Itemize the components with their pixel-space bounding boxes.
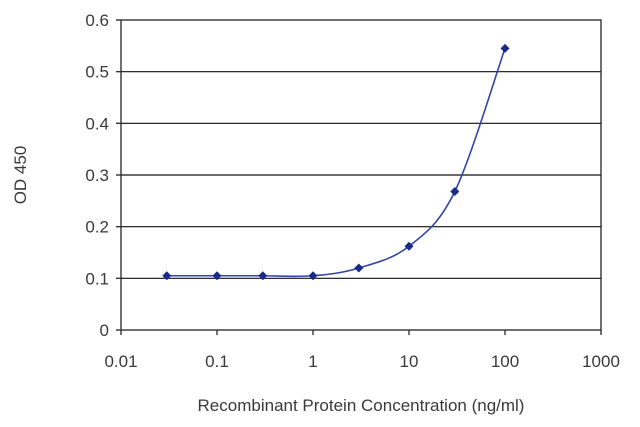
fit-curve xyxy=(166,48,506,278)
data-point xyxy=(162,271,172,281)
x-tick-label: 10 xyxy=(400,352,419,371)
x-axis-label: Recombinant Protein Concentration (ng/ml… xyxy=(198,396,525,415)
x-axis-ticks: 0.01 0.1 1 10 100 1000 xyxy=(104,330,620,371)
x-tick-label: 0.1 xyxy=(205,352,229,371)
x-tick-label: 1 xyxy=(308,352,317,371)
data-point xyxy=(450,187,460,197)
data-points xyxy=(162,43,510,281)
data-point xyxy=(212,271,222,281)
data-point xyxy=(354,263,364,273)
y-tick-label: 0.6 xyxy=(85,11,109,30)
x-tick-label: 0.01 xyxy=(104,352,137,371)
y-axis-ticks: 0 0.1 0.2 0.3 0.4 0.5 0.6 xyxy=(85,11,121,340)
data-point xyxy=(258,271,268,281)
x-tick-label: 100 xyxy=(491,352,519,371)
y-tick-label: 0.4 xyxy=(85,114,109,133)
y-tick-label: 0.3 xyxy=(85,166,109,185)
data-point xyxy=(500,43,510,53)
data-point xyxy=(308,271,318,281)
y-tick-label: 0.2 xyxy=(85,218,109,237)
data-point xyxy=(404,241,414,251)
gridlines xyxy=(121,71,601,279)
x-tick-label: 1000 xyxy=(582,352,620,371)
y-tick-label: 0.5 xyxy=(85,63,109,82)
y-tick-label: 0.1 xyxy=(85,269,109,288)
y-axis-label: OD 450 xyxy=(11,146,30,205)
y-tick-label: 0 xyxy=(100,321,109,340)
